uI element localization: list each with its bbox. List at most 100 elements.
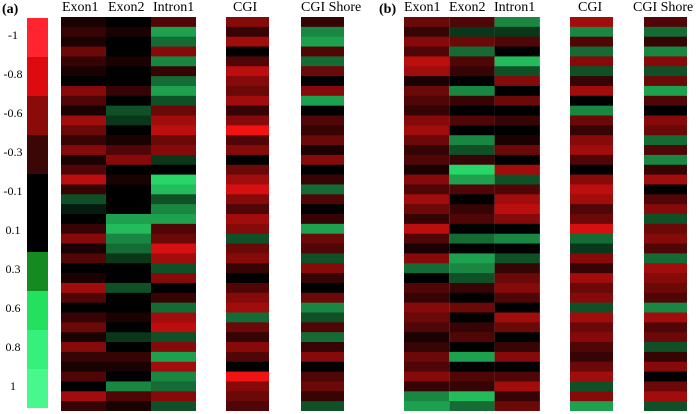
heatmap-cell: [449, 371, 495, 383]
heatmap-cell: [106, 233, 151, 245]
heatmap-cell: [494, 302, 540, 314]
heatmap-cell: [404, 243, 450, 254]
heatmap-cell: [106, 17, 151, 28]
heatmap-cell: [151, 36, 196, 48]
heatmap-cell: [61, 342, 106, 353]
heatmap-cell: [301, 332, 344, 343]
heatmap-cell: [494, 26, 540, 38]
heatmap-cell: [644, 263, 687, 274]
heatmap-cell: [226, 273, 269, 284]
heatmap-cell: [404, 174, 450, 186]
heatmap-cell: [570, 115, 613, 126]
heatmap-cell: [106, 361, 151, 373]
heatmap-cell: [449, 194, 495, 205]
heatmap-cell: [226, 381, 269, 392]
heatmap-cell: [301, 105, 344, 117]
heatmap-cell: [61, 145, 106, 156]
heatmap-cell: [494, 85, 540, 97]
heatmap-cell: [404, 66, 450, 77]
heatmap-cell: [449, 391, 495, 402]
heatmap-cell: [61, 204, 106, 215]
heatmap-cell: [404, 214, 450, 225]
heatmap-cell: [151, 66, 196, 77]
heatmap-cell: [644, 36, 687, 48]
heatmap-cell: [61, 154, 106, 166]
heatmap-cell: [570, 223, 613, 235]
heatmap-cell: [226, 36, 269, 48]
scale-tick-label: 0.3: [5, 262, 21, 276]
heatmap-cell: [151, 282, 196, 294]
heatmap-cell: [106, 322, 151, 333]
heatmap-cell: [644, 391, 687, 402]
heatmap-cell: [570, 332, 613, 343]
heatmap-cell: [151, 17, 196, 28]
heatmap-cell: [494, 381, 540, 392]
heatmap-cell: [449, 322, 495, 333]
heatmap-cell: [404, 263, 450, 274]
heatmap-cell: [494, 263, 540, 274]
heatmap-cell: [106, 342, 151, 353]
heatmap-cell: [570, 381, 613, 392]
heatmap-cell: [61, 115, 106, 126]
heatmap-cell: [404, 391, 450, 402]
heatmap-cell: [570, 342, 613, 353]
heatmap-cell: [449, 85, 495, 97]
heatmap-cell: [644, 233, 687, 245]
heatmap-cell: [644, 361, 687, 373]
heatmap-cell: [151, 145, 196, 156]
heatmap-cell: [61, 282, 106, 294]
heatmap-cell: [570, 56, 613, 67]
heatmap-cell: [106, 145, 151, 156]
heatmap-cell: [226, 371, 269, 383]
heatmap-cell: [226, 46, 269, 57]
heatmap-cell: [61, 95, 106, 107]
heatmap-cell: [61, 263, 106, 274]
heatmap-cell: [106, 204, 151, 215]
heatmap-cell: [151, 174, 196, 186]
heatmap-cell: [226, 214, 269, 225]
heatmap-cell: [106, 26, 151, 38]
color-scale-bar: [27, 18, 48, 408]
heatmap-cell: [644, 332, 687, 343]
heatmap-cell: [106, 391, 151, 402]
heatmap-cell: [226, 332, 269, 343]
heatmap-cell: [151, 351, 196, 363]
column-label-cgi-shore: CGI Shore: [301, 0, 362, 15]
heatmap-cell: [404, 302, 450, 314]
heatmap-cell: [449, 105, 495, 117]
heatmap-cell: [106, 154, 151, 166]
heatmap-cell: [644, 322, 687, 333]
heatmap-cell: [301, 351, 344, 363]
heatmap-cell: [301, 282, 344, 294]
heatmap-cell: [151, 214, 196, 225]
heatmap-cell: [106, 302, 151, 314]
heatmap-cell: [151, 125, 196, 136]
heatmap-cell: [301, 135, 344, 146]
heatmap-cell: [644, 145, 687, 156]
heatmap-cell: [301, 214, 344, 225]
heatmap-cell: [449, 135, 495, 146]
heatmap-cell: [61, 371, 106, 383]
heatmap-cell: [644, 342, 687, 353]
heatmap-cell: [449, 273, 495, 284]
heatmap-cell: [494, 76, 540, 87]
legend-swatch: [27, 174, 48, 213]
heatmap-cell: [226, 125, 269, 136]
heatmap-cell: [151, 401, 196, 411]
heatmap-cell: [61, 174, 106, 186]
heatmap-cell: [404, 194, 450, 205]
heatmap-cell: [61, 56, 106, 67]
heatmap-cell: [106, 164, 151, 176]
heatmap-cell: [151, 332, 196, 343]
heatmap-cell: [301, 174, 344, 186]
heatmap-cell: [404, 233, 450, 245]
heatmap-cell: [570, 194, 613, 205]
heatmap-cell: [404, 154, 450, 166]
heatmap-cell: [644, 115, 687, 126]
heatmap-cell: [106, 36, 151, 48]
heatmap-cell: [61, 243, 106, 254]
heatmap-cell: [226, 194, 269, 205]
heatmap-cell: [61, 17, 106, 28]
heatmap-cell: [106, 194, 151, 205]
heatmap-cell: [106, 95, 151, 107]
